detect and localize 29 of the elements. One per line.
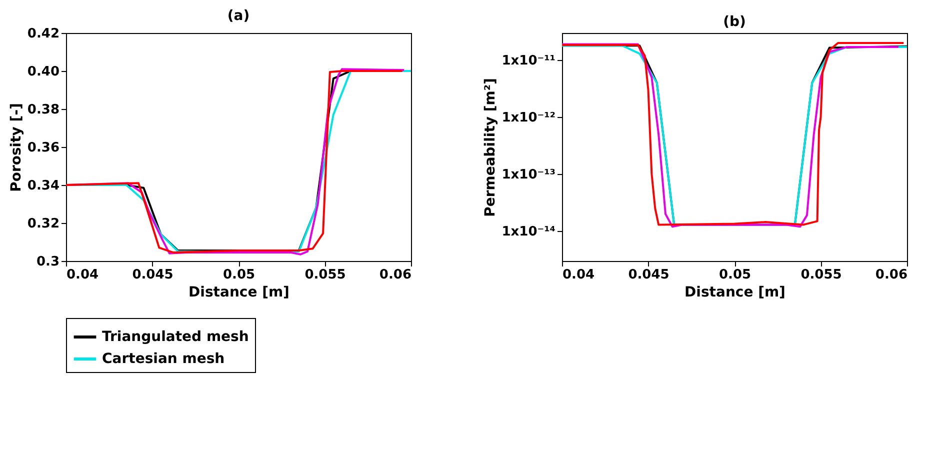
x-axis-title: Distance [m] [684,284,786,300]
chart-title: (b) [723,14,746,30]
y-tick-label: 1x10⁻¹⁴ [502,224,556,240]
y-tick-label: 0.38 [27,102,60,118]
x-tick-label: 0.055 [304,268,346,282]
y-tick-label: 0.34 [27,178,60,194]
x-tick-label: 0.055 [800,268,842,282]
legend-label: Triangulated mesh [102,329,249,345]
y-tick-label: 0.42 [27,26,60,42]
x-tick-label: 0.045 [628,268,670,282]
y-tick-label: 1x10⁻¹³ [502,168,556,183]
x-tick-label: 0.045 [132,268,174,282]
y-tick-label: 0.36 [27,140,60,156]
y-tick-label: 0.40 [27,64,60,80]
y-axis-title: Permeability [m²] [482,78,499,217]
y-tick-label: 0.32 [27,216,60,232]
x-tick-label: 0.05 [718,268,752,282]
x-tick-label: 0.06 [875,268,908,282]
x-axis-title: Distance [m] [188,284,290,300]
chart-title: (a) [227,8,250,24]
x-tick-label: 0.05 [222,268,256,282]
y-axis-title: Porosity [-] [8,103,24,192]
legend-label: Cartesian mesh [102,351,225,367]
y-tick-label: 0.3 [36,254,60,270]
y-tick-label: 1x10⁻¹² [502,110,556,126]
x-tick-label: 0.06 [379,268,412,282]
y-tick-label: 1x10⁻¹¹ [502,54,556,69]
x-tick-label: 0.04 [562,268,595,282]
x-tick-label: 0.04 [66,268,99,282]
